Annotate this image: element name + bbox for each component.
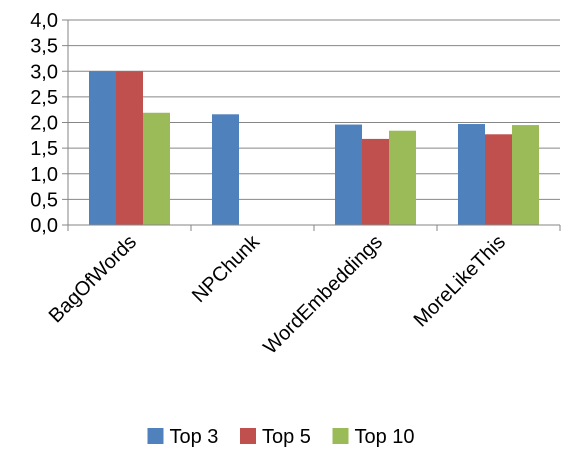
bar-top-3-bagofwords — [89, 71, 116, 225]
bar-top-5-morelikethis — [485, 134, 512, 225]
x-category-label: NPChunk — [188, 230, 265, 307]
y-tick-label: 3,5 — [30, 36, 58, 58]
x-category-label: WordEmbeddings — [259, 231, 387, 359]
legend-label: Top 10 — [355, 426, 415, 448]
legend-swatch — [332, 428, 349, 444]
y-tick-label: 2,0 — [30, 113, 58, 135]
bars — [89, 71, 539, 225]
y-tick-label: 1,0 — [30, 164, 58, 186]
y-axis-tick-labels: 0,0 0,5 1,0 1,5 2,0 2,5 3,0 3,5 4,0 — [30, 10, 58, 237]
y-tick-label: 1,5 — [30, 138, 58, 160]
bar-top-10-wordembeddings — [389, 130, 416, 225]
y-tick-label: 0,0 — [30, 215, 58, 237]
bar-top-10-morelikethis — [512, 125, 539, 225]
bar-top-3-wordembeddings — [335, 124, 362, 225]
bar-top-3-morelikethis — [458, 124, 485, 225]
legend-swatch — [240, 428, 256, 444]
legend-label: Top 5 — [262, 426, 311, 448]
bar-top-5-wordembeddings — [362, 138, 389, 225]
bar-top-10-bagofwords — [143, 112, 170, 225]
y-tick-label: 3,0 — [30, 61, 58, 83]
bar-top-5-bagofwords — [116, 71, 143, 225]
axes — [62, 19, 561, 231]
y-tick-label: 4,0 — [30, 10, 58, 32]
legend-label: Top 3 — [170, 426, 219, 448]
legend-swatch — [147, 428, 164, 444]
bar-top-3-npchunk — [212, 114, 239, 225]
y-tick-label: 0,5 — [30, 189, 58, 211]
x-category-label: BagOfWords — [45, 231, 141, 327]
legend: Top 3 Top 5 Top 10 — [147, 426, 415, 448]
x-category-label: MoreLikeThis — [410, 231, 510, 331]
y-tick-label: 2,5 — [30, 87, 58, 109]
